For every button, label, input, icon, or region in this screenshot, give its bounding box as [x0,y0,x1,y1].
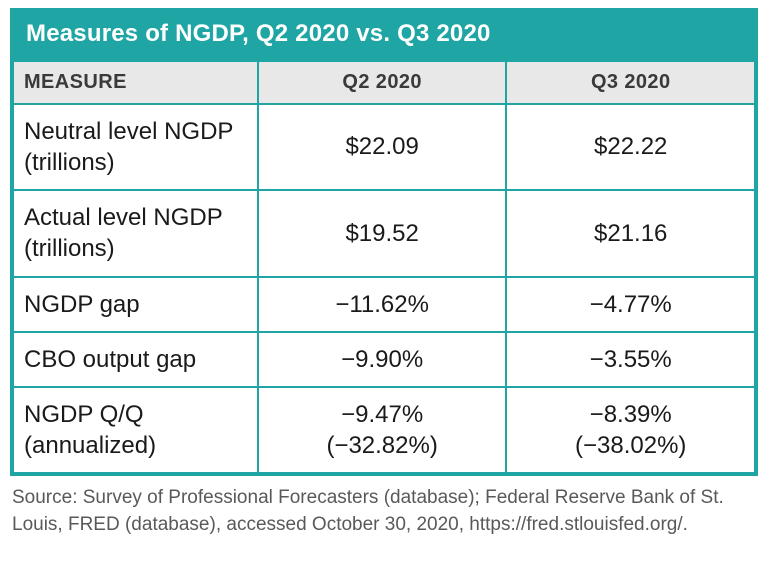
measure-cell: NGDP gap [12,275,259,333]
column-header-q2-2020: Q2 2020 [256,59,508,105]
table-row: Actual level NGDP (trillions) $19.52 $21… [12,189,756,278]
table-row: NGDP gap −11.62% −4.77% [12,275,756,333]
table-row: NGDP Q/Q (annualized) −9.47% (−32.82%) −… [12,385,756,475]
page: Measures of NGDP, Q2 2020 vs. Q3 2020 ME… [10,8,758,536]
column-header-measure: MEASURE [12,59,259,105]
source-note: Source: Survey of Professional Forecaste… [12,487,724,536]
q3-value-cell: $21.16 [505,189,756,278]
q3-value-cell: −3.55% [505,330,756,388]
measure-cell: Actual level NGDP (trillions) [12,189,259,278]
q2-value-cell: −11.62% [256,275,508,333]
q2-value-cell: −9.47% (−32.82%) [256,385,508,475]
ngdp-table: MEASURE Q2 2020 Q3 2020 Neutral level NG… [12,59,756,475]
q2-value-cell: −9.90% [256,330,508,388]
q3-value-cell: $22.22 [505,102,756,192]
column-header-q3-2020: Q3 2020 [505,59,756,105]
q2-value-cell: $19.52 [256,189,508,278]
header-row: MEASURE Q2 2020 Q3 2020 [12,59,756,105]
table-title: Measures of NGDP, Q2 2020 vs. Q3 2020 [12,10,756,60]
q3-value-cell: −8.39% (−38.02%) [505,385,756,475]
table-row: Neutral level NGDP (trillions) $22.09 $2… [12,102,756,192]
measure-cell: CBO output gap [12,330,259,388]
measure-cell: NGDP Q/Q (annualized) [12,385,259,475]
ngdp-table-card: Measures of NGDP, Q2 2020 vs. Q3 2020 ME… [10,8,758,477]
measure-cell: Neutral level NGDP (trillions) [12,102,259,192]
q3-value-cell: −4.77% [505,275,756,333]
q2-value-cell: $22.09 [256,102,508,192]
table-row: CBO output gap −9.90% −3.55% [12,330,756,388]
